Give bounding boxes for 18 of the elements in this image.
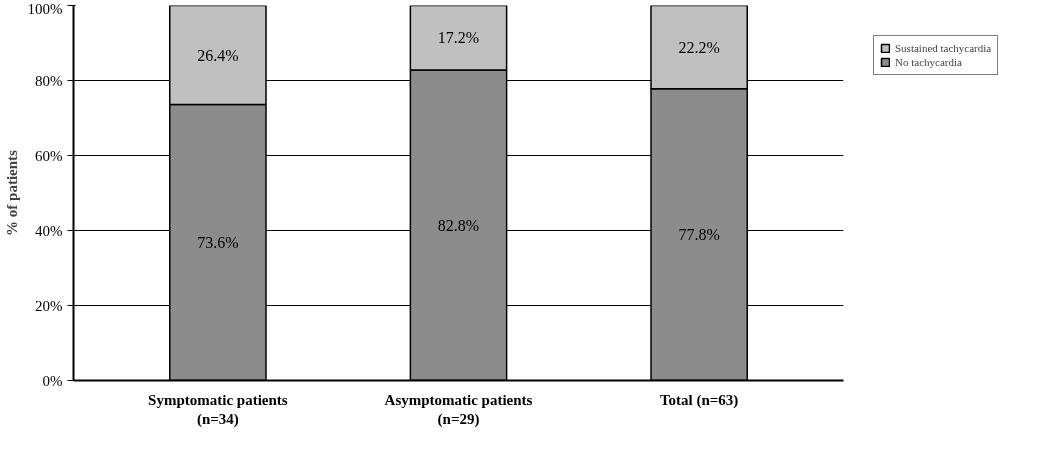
data-label: 17.2%: [437, 29, 480, 47]
legend-label: No tachycardia: [895, 56, 962, 68]
x-tick-label: Symptomatic patients (n=34): [148, 391, 288, 428]
legend-label: Sustained tachycardia: [895, 42, 992, 54]
y-tick-label: 60%: [35, 147, 63, 164]
y-tick-label: 0%: [42, 372, 63, 389]
y-tick-label: 100%: [27, 0, 63, 17]
x-tick-label: Asymptomatic patients (n=29): [384, 391, 533, 428]
x-tick-label: Total (n=63): [659, 391, 739, 409]
data-label: 26.4%: [197, 46, 239, 64]
data-label: 22.2%: [678, 38, 720, 56]
y-tick-label: 40%: [35, 222, 63, 239]
y-tick-label: 20%: [35, 297, 63, 314]
y-axis-title: % of patients: [3, 149, 20, 236]
data-label: 82.8%: [437, 216, 480, 234]
y-tick-label: 80%: [35, 72, 63, 89]
data-label: 77.8%: [678, 226, 720, 244]
data-label: 73.6%: [197, 234, 239, 251]
